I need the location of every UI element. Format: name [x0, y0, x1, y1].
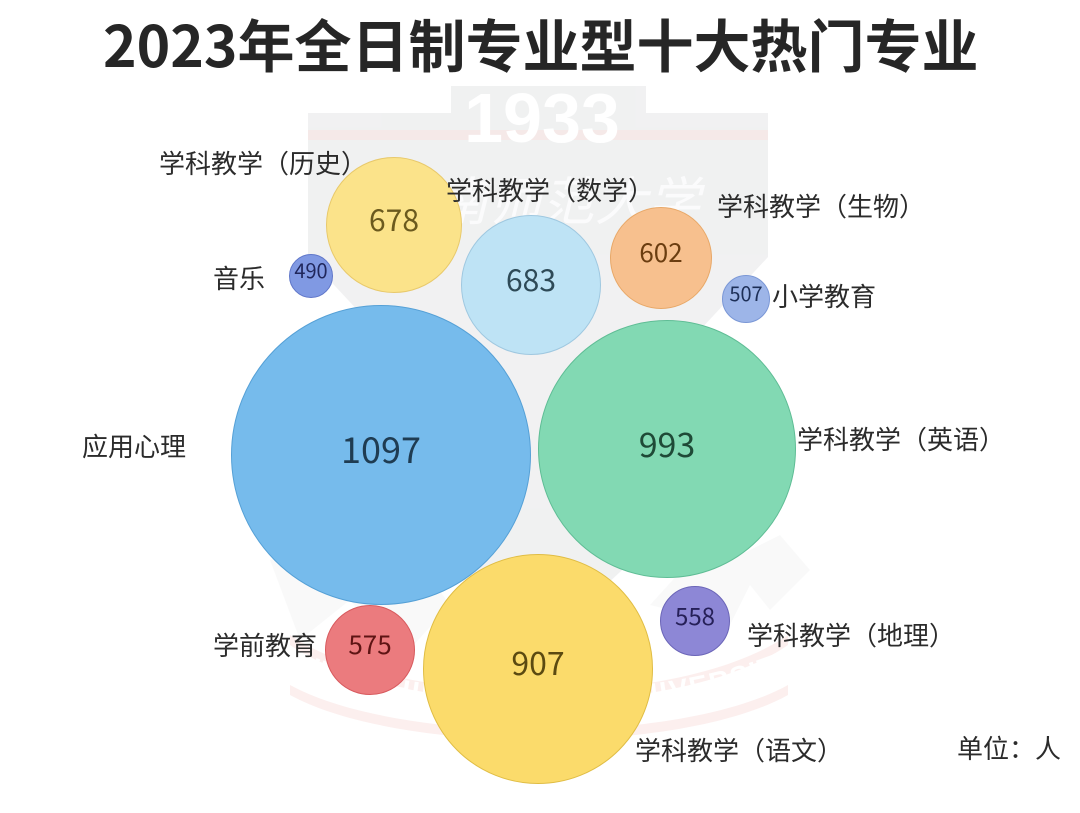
svg-text:1933: 1933: [464, 79, 620, 157]
